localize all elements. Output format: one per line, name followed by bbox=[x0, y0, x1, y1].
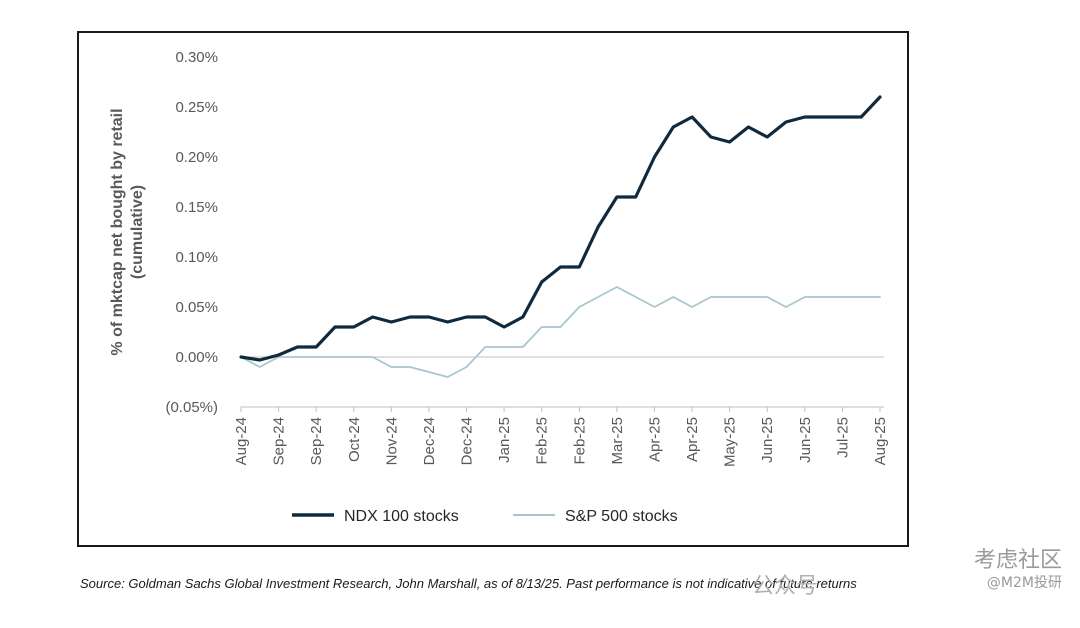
x-tick-label: Feb-25 bbox=[534, 417, 551, 465]
y-axis-label-line2: (cumulative) bbox=[129, 185, 146, 279]
watermark-sub: @M2M投研 bbox=[986, 575, 1062, 591]
legend: NDX 100 stocks S&P 500 stocks bbox=[292, 508, 678, 525]
y-tick-label: 0.30% bbox=[175, 49, 218, 66]
y-tick-label: 0.15% bbox=[175, 199, 218, 216]
x-tick-label: Apr-25 bbox=[684, 417, 701, 462]
y-axis-ticks: 0.30% 0.25% 0.20% 0.15% 0.10% 0.05% 0.00% (0.05… bbox=[165, 49, 218, 416]
x-tick-label: Jun-25 bbox=[797, 417, 814, 463]
watermark-main: 考虑社区 bbox=[973, 548, 1062, 573]
x-axis-ticks: Aug-24 Sep-24 Sep-24 Oct-24 Nov-24 Dec-24 Dec-… bbox=[233, 407, 889, 467]
x-tick-label: Nov-24 bbox=[383, 417, 400, 465]
x-tick-label: May-25 bbox=[722, 417, 739, 467]
x-tick-label: Mar-25 bbox=[609, 417, 626, 465]
chart-frame bbox=[77, 31, 909, 547]
sp500-series-line bbox=[240, 286, 881, 378]
y-tick-label: (0.05%) bbox=[165, 399, 218, 416]
y-tick-label: 0.00% bbox=[175, 349, 218, 366]
x-tick-label: Apr-25 bbox=[646, 417, 663, 462]
ndx-series-line bbox=[239, 95, 882, 362]
x-tick-label: Dec-24 bbox=[421, 417, 438, 465]
x-tick-label: Sep-24 bbox=[271, 417, 288, 465]
x-tick-label: Jun-25 bbox=[759, 417, 776, 463]
legend-label-sp500: S&P 500 stocks bbox=[565, 508, 678, 525]
y-axis-label-line1: % of mktcap net bought by retail bbox=[109, 108, 126, 355]
y-tick-label: 0.05% bbox=[175, 299, 218, 316]
y-tick-label: 0.25% bbox=[175, 99, 218, 116]
x-tick-label: Jan-25 bbox=[496, 417, 513, 463]
axes bbox=[241, 356, 884, 408]
x-tick-label: Aug-25 bbox=[872, 417, 889, 465]
source-note: Source: Goldman Sachs Global Investment … bbox=[80, 576, 857, 591]
y-tick-label: 0.10% bbox=[175, 249, 218, 266]
series-lines bbox=[239, 95, 882, 378]
watermark-mid: 公众号 bbox=[752, 574, 819, 599]
legend-label-ndx: NDX 100 stocks bbox=[344, 508, 459, 525]
x-tick-label: Sep-24 bbox=[308, 417, 325, 465]
x-tick-label: Aug-24 bbox=[233, 417, 250, 465]
x-tick-label: Oct-24 bbox=[346, 417, 363, 462]
y-tick-label: 0.20% bbox=[175, 149, 218, 166]
watermark: 考虑社区 @M2M投研 bbox=[974, 548, 1062, 592]
x-tick-label: Feb-25 bbox=[571, 417, 588, 465]
x-tick-label: Jul-25 bbox=[834, 417, 851, 458]
x-tick-label: Dec-24 bbox=[459, 417, 476, 465]
